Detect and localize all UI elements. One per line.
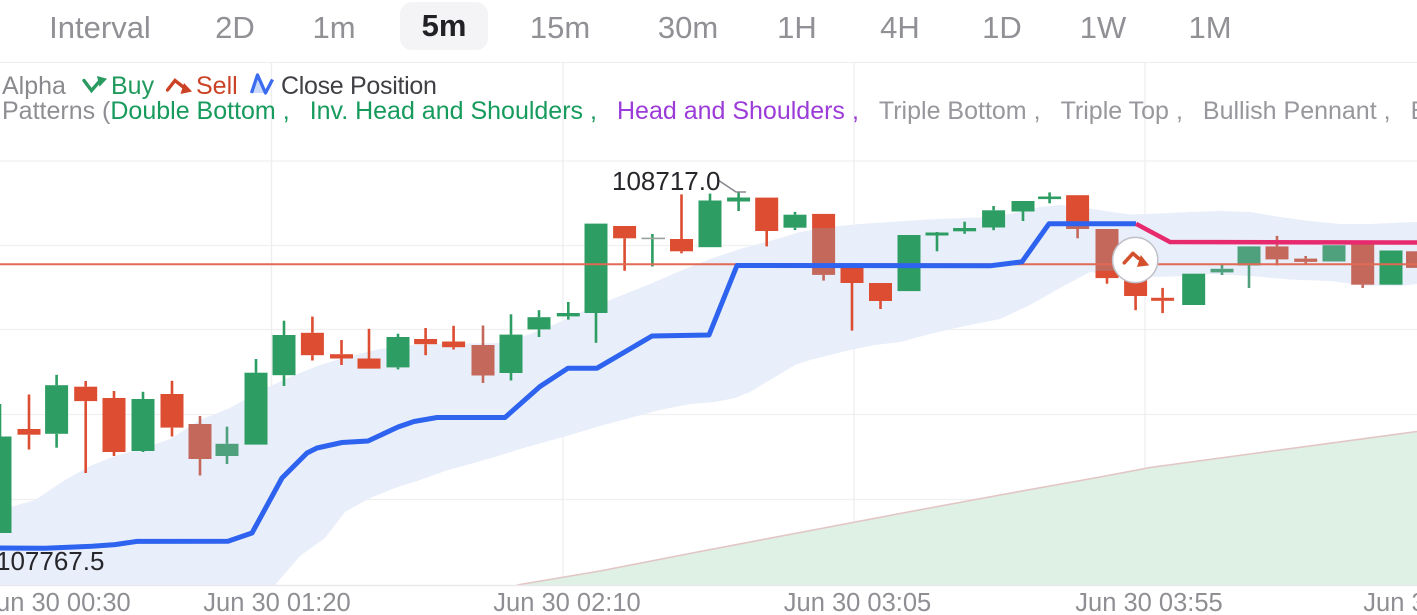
svg-text:Jun 30 04:45: Jun 30 04:45 (1363, 589, 1417, 615)
svg-text:Jun 30 03:05: Jun 30 03:05 (784, 589, 931, 615)
svg-text:107767.5: 107767.5 (0, 546, 104, 576)
svg-text:Jun 30 01:20: Jun 30 01:20 (203, 589, 350, 615)
svg-text:Jun 30 00:30: Jun 30 00:30 (0, 589, 131, 615)
svg-text:108717.0: 108717.0 (612, 166, 720, 196)
svg-text:Jun 30 02:10: Jun 30 02:10 (493, 589, 640, 615)
svg-text:Jun 30 03:55: Jun 30 03:55 (1075, 589, 1222, 615)
